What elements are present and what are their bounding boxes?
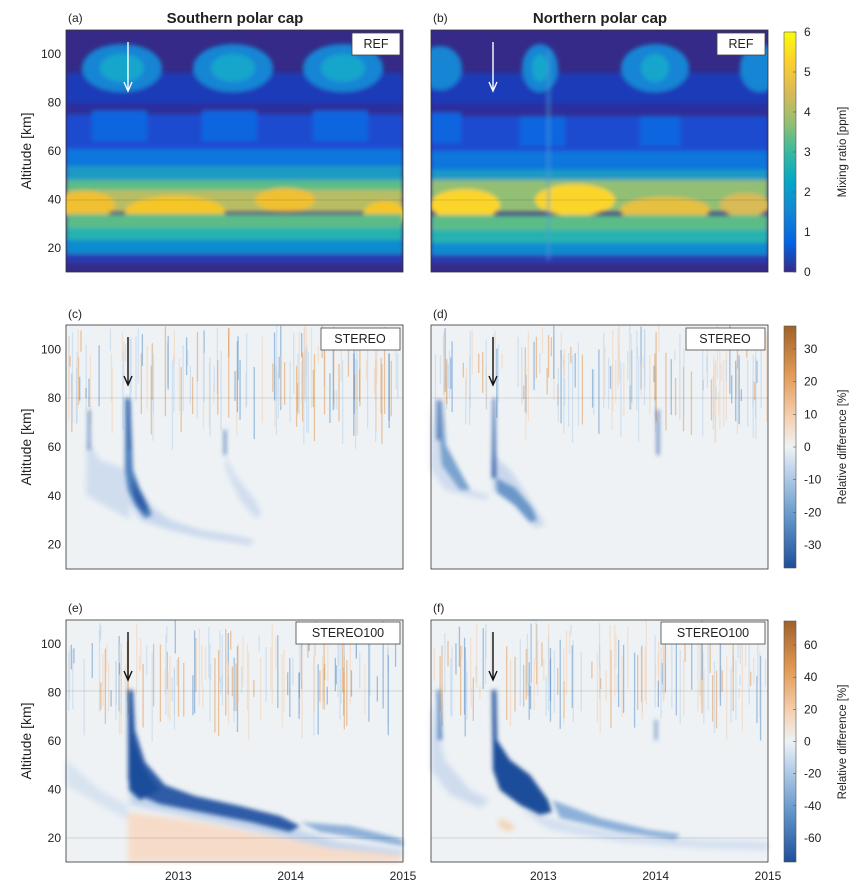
panel-f: STEREO100 2013 2014 2015 (430, 619, 782, 883)
panel-label-f: STEREO100 (677, 626, 749, 640)
panel-letter-b: (b) (433, 11, 448, 25)
xtick-label: 2013 (165, 869, 192, 883)
ytick-label: 60 (48, 734, 62, 748)
colorbar-tick-label: 0 (804, 735, 811, 749)
colorbar-tick-label: -40 (804, 799, 822, 813)
colorbar-tick-label: 60 (804, 638, 818, 652)
colorbar-tick-label: -20 (804, 505, 822, 519)
colorbar-tick-label: 30 (804, 342, 818, 356)
colorbar-tick-label: 0 (804, 265, 811, 279)
panel-a: REF Altitude [km] 20 40 60 80 100 (18, 29, 404, 273)
panel-letter-f: (f) (433, 601, 444, 615)
ytick-label: 20 (48, 538, 62, 552)
panel-label-a: REF (364, 37, 389, 51)
colorbar-tick-label: -60 (804, 831, 822, 845)
xticks-e: 2013 2014 2015 (165, 869, 417, 883)
colorbar-reldiff-1-label: Relative difference [%] (837, 390, 849, 505)
ytick-label: 20 (48, 241, 62, 255)
ytick-label: 40 (48, 489, 62, 503)
xtick-label: 2013 (530, 869, 557, 883)
column-title-south: Southern polar cap (167, 10, 304, 27)
noise-e (68, 620, 397, 742)
ytick-label: 40 (48, 782, 62, 796)
colorbar-tick-label: 20 (804, 375, 818, 389)
colorbar-tick-label: 20 (804, 702, 818, 716)
yticks-a: 20 40 60 80 100 (41, 47, 61, 255)
panel-label-e: STEREO100 (312, 626, 384, 640)
panel-label-c: STEREO (334, 332, 386, 346)
panel-c: STEREO Altitude [km] 20 40 60 80 100 (18, 324, 404, 570)
yticks-c: 20 40 60 80 100 (41, 342, 61, 551)
ytick-label: 100 (41, 342, 61, 356)
colorbar-tick-label: 4 (804, 105, 811, 119)
ytick-label: 80 (48, 686, 62, 700)
colorbar-mixing-label: Mixing ratio [ppm] (837, 107, 849, 198)
column-title-north: Northern polar cap (533, 10, 667, 27)
ytick-label: 100 (41, 637, 61, 651)
xtick-label: 2015 (755, 869, 782, 883)
heatmap-a (66, 30, 403, 272)
colorbar-mixing: 0 1 2 3 4 5 6 Mixing ratio [ppm] (783, 25, 849, 279)
panel-letter-c: (c) (68, 307, 82, 321)
colorbar-tick-label: -30 (804, 538, 822, 552)
heatmap-b (431, 30, 768, 272)
xtick-label: 2015 (390, 869, 417, 883)
panel-letter-a: (a) (68, 11, 83, 25)
colorbar-reldiff-2-label: Relative difference [%] (837, 685, 849, 800)
panel-letter-e: (e) (68, 601, 83, 615)
panel-e: STEREO100 Altitude [km] 20 40 60 80 100 2013… (18, 619, 417, 883)
colorbar-reldiff-2: 60 40 20 0 -20 -40 -60 Relative difference [%] (783, 620, 849, 863)
ytick-label: 20 (48, 831, 62, 845)
colorbar-tick-label: 40 (804, 670, 818, 684)
colorbar-tick-label: 2 (804, 185, 811, 199)
ylabel-c: Altitude [km] (18, 408, 34, 485)
xtick-label: 2014 (277, 869, 304, 883)
ytick-label: 80 (48, 391, 62, 405)
panel-letter-d: (d) (433, 307, 448, 321)
panel-label-d: STEREO (699, 332, 751, 346)
ylabel-e: Altitude [km] (18, 702, 34, 779)
ytick-label: 60 (48, 440, 62, 454)
ylabel-a: Altitude [km] (18, 112, 34, 189)
ytick-label: 40 (48, 192, 62, 206)
yticks-e: 20 40 60 80 100 (41, 637, 61, 845)
colorbar-tick-label: 1 (804, 225, 811, 239)
colorbar-tick-label: 10 (804, 407, 818, 421)
ytick-label: 60 (48, 144, 62, 158)
colorbar-tick-label: 6 (804, 25, 811, 39)
ytick-label: 100 (41, 47, 61, 61)
colorbar-tick-label: 5 (804, 65, 811, 79)
panel-label-b: REF (729, 37, 754, 51)
xtick-label: 2014 (642, 869, 669, 883)
ytick-label: 80 (48, 96, 62, 110)
colorbar-tick-label: -20 (804, 767, 822, 781)
panel-d: STEREO (430, 324, 769, 570)
colorbar-tick-label: -10 (804, 473, 822, 487)
panel-b: REF (430, 29, 769, 273)
xticks-f: 2013 2014 2015 (530, 869, 782, 883)
colorbar-tick-label: 3 (804, 145, 811, 159)
colorbar-reldiff-1: 30 20 10 0 -10 -20 -30 Relative difference [%] (783, 325, 849, 569)
noise-d (434, 325, 768, 443)
colorbar-tick-label: 0 (804, 440, 811, 454)
noise-c (68, 325, 399, 450)
